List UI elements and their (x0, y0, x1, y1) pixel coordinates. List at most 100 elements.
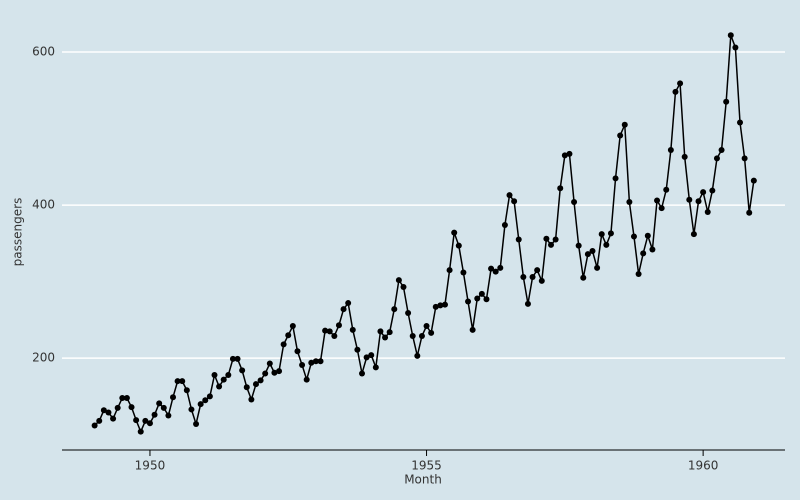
point (575, 242, 582, 249)
point (690, 231, 697, 238)
point (621, 121, 628, 128)
point (128, 404, 135, 411)
point (428, 329, 435, 336)
point (700, 189, 707, 196)
point (501, 222, 508, 228)
point (285, 332, 292, 339)
point (718, 147, 725, 153)
y-axis-title: passengers (11, 198, 25, 267)
point (681, 153, 688, 160)
point (658, 205, 665, 212)
point (335, 322, 342, 329)
point (741, 155, 748, 162)
point (400, 283, 407, 290)
point (713, 155, 720, 162)
point (635, 270, 642, 277)
point (211, 372, 218, 378)
point (566, 150, 573, 157)
point (478, 290, 485, 297)
point (183, 387, 190, 394)
point (515, 236, 522, 243)
point (91, 422, 98, 429)
point (455, 242, 462, 249)
point (607, 230, 614, 237)
point (709, 187, 716, 194)
point (271, 369, 278, 376)
point (395, 277, 402, 284)
point (727, 32, 734, 39)
point (626, 199, 633, 206)
point (156, 400, 163, 407)
point (418, 332, 425, 339)
x-tick-label: 1960 (688, 459, 719, 473)
point (584, 251, 591, 258)
point (354, 346, 361, 353)
x-tick-label: 1955 (411, 459, 442, 473)
point (174, 378, 181, 385)
point (289, 323, 296, 330)
point (179, 378, 186, 385)
point (654, 197, 661, 204)
point (266, 360, 273, 367)
point (276, 368, 283, 375)
point (446, 267, 453, 274)
point (193, 420, 200, 427)
point (534, 267, 541, 274)
point (123, 394, 130, 401)
point (326, 328, 333, 335)
point (100, 407, 107, 414)
point (165, 412, 172, 419)
point (96, 417, 103, 424)
point (746, 209, 753, 216)
point (483, 296, 490, 303)
point (603, 241, 610, 248)
point (460, 269, 467, 276)
point (220, 376, 227, 383)
point (151, 411, 158, 418)
point (382, 334, 389, 341)
point (252, 381, 259, 388)
point (170, 394, 177, 401)
point (663, 186, 670, 193)
point (488, 265, 495, 272)
point (363, 354, 370, 361)
point (589, 248, 596, 255)
point (649, 246, 656, 253)
point (197, 401, 204, 408)
point (188, 406, 195, 413)
point (216, 383, 223, 390)
point (312, 358, 319, 365)
point (469, 326, 476, 333)
point (732, 44, 739, 51)
point (737, 119, 744, 126)
point (630, 233, 637, 240)
point (423, 323, 430, 330)
y-tick-label: 400 (32, 198, 55, 212)
point (308, 359, 315, 366)
point (229, 355, 236, 362)
point (580, 274, 587, 281)
point (520, 274, 527, 281)
point (248, 396, 255, 403)
point (677, 80, 684, 87)
point (511, 198, 518, 205)
point (538, 277, 545, 284)
point (529, 274, 536, 281)
point (640, 250, 647, 257)
point (386, 329, 393, 336)
point (704, 208, 711, 215)
point (561, 152, 568, 159)
point (598, 231, 605, 238)
point (451, 229, 458, 236)
point (294, 348, 301, 355)
point (262, 370, 269, 377)
point (160, 404, 167, 411)
point (506, 192, 513, 199)
point (497, 264, 504, 271)
point (465, 298, 472, 305)
point (672, 88, 679, 95)
point (119, 394, 126, 401)
point (114, 404, 121, 411)
